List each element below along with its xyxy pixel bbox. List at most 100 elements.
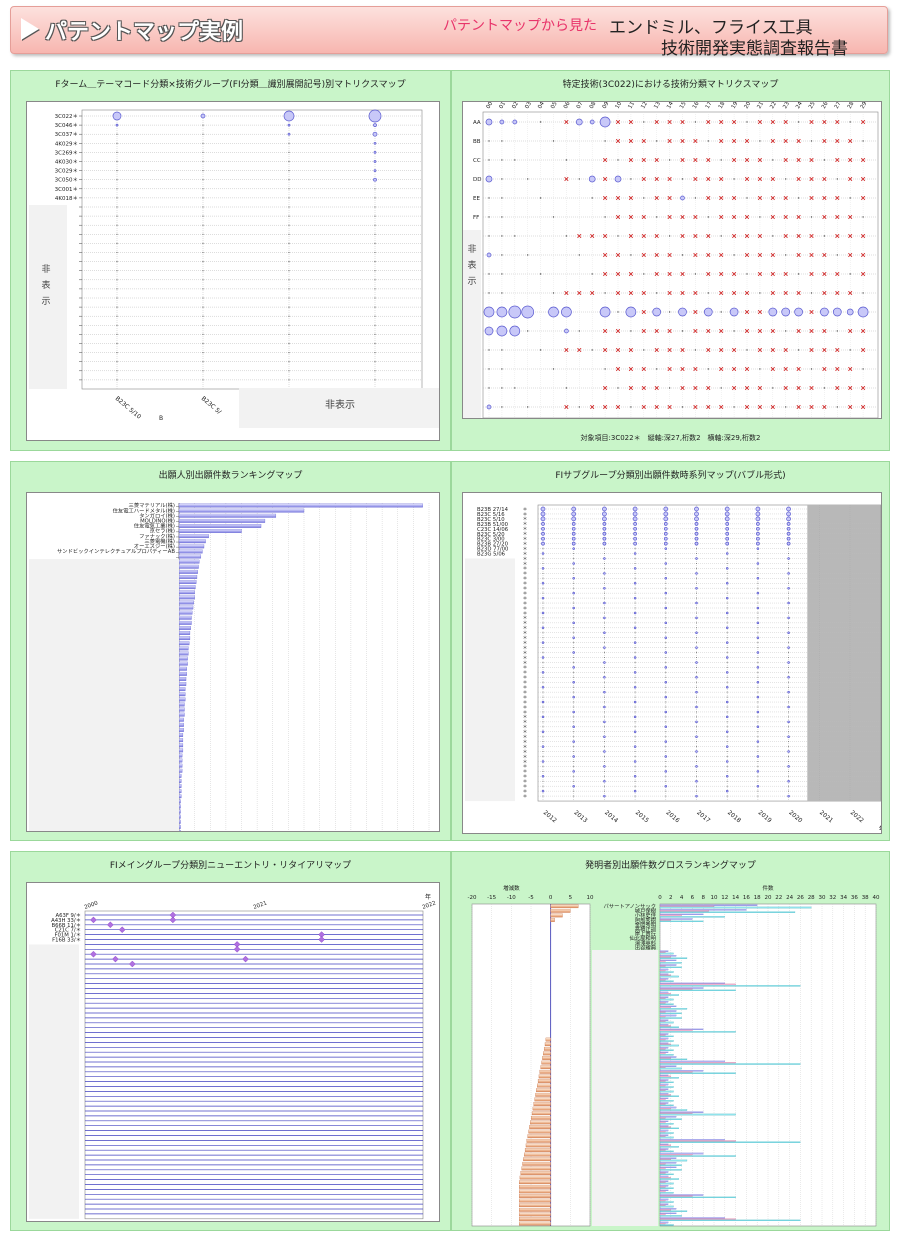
- bubble-point: [633, 541, 637, 546]
- dot-point: [374, 324, 376, 326]
- dot-point: [665, 676, 667, 678]
- hidden-y-block: [29, 944, 79, 1219]
- dot-point: [288, 361, 290, 363]
- dot-point: [788, 642, 790, 644]
- dot-point: [726, 711, 728, 713]
- dot-point: [578, 178, 580, 180]
- x-tick-label: 2014: [603, 809, 619, 824]
- bubble-point: [541, 567, 545, 570]
- cross-point: [719, 347, 724, 353]
- cross-point: [615, 271, 621, 277]
- cross-point: [590, 233, 595, 239]
- cross-point: [770, 271, 775, 277]
- dot-point: [788, 731, 790, 733]
- base-period-bar: [659, 1014, 677, 1017]
- dot-point: [696, 582, 697, 584]
- row-marker: ＊: [522, 546, 527, 552]
- new-period-bar: [659, 1089, 666, 1091]
- total-bar: [659, 957, 688, 959]
- dot-point: [202, 333, 204, 335]
- bubble-point: [756, 606, 760, 610]
- dot-point: [668, 387, 671, 389]
- bar: [178, 569, 198, 574]
- total-bar: [659, 1155, 736, 1157]
- total-bar: [659, 1136, 674, 1139]
- dot-point: [788, 756, 790, 757]
- dot-point: [634, 652, 636, 654]
- bubble-point: [695, 735, 698, 738]
- cross-point: [564, 347, 569, 353]
- row-marker: ＊: [522, 744, 527, 750]
- cross-point: [732, 119, 737, 125]
- dot-point: [788, 746, 790, 748]
- dot-point: [757, 731, 759, 733]
- x-tick-label: 2016: [665, 809, 681, 824]
- new-period-bar: [659, 1057, 671, 1059]
- dot-point: [788, 562, 790, 564]
- x-tick-label: 01: [498, 102, 507, 110]
- dot-point: [696, 726, 697, 728]
- bubble-point: [725, 715, 729, 719]
- dot-point: [668, 159, 671, 161]
- plot-area: 00 01 02 03 04 05 06 07 08 09 10 11 12 13 14 15 16 17 18 19…: [462, 101, 882, 422]
- dot-point: [849, 121, 851, 123]
- dot-point: [374, 251, 376, 254]
- bubble-point: [664, 784, 668, 788]
- base-period-bar: [659, 959, 677, 961]
- bubble-point: [724, 506, 730, 512]
- dot-point: [202, 370, 204, 372]
- right-tick-label: 24: [786, 895, 793, 901]
- dot-point: [634, 572, 636, 574]
- dot-point: [603, 577, 605, 579]
- cross-point: [667, 404, 672, 410]
- total-bar: [659, 920, 704, 923]
- dot-point: [696, 760, 697, 762]
- cross-point: [603, 176, 608, 182]
- total-bar: [659, 906, 812, 909]
- dot-point: [634, 607, 636, 609]
- dot-point: [603, 657, 605, 658]
- row-marker: ＊: [522, 700, 527, 706]
- cross-point: [744, 233, 750, 239]
- dot-point: [665, 721, 667, 723]
- cross-point: [641, 233, 646, 239]
- bubble-point: [561, 306, 572, 318]
- dot-point: [634, 577, 636, 579]
- new-period-bar: [659, 992, 671, 995]
- dot-point: [665, 795, 667, 797]
- dot-point: [542, 765, 544, 767]
- base-period-bar: [659, 1116, 677, 1118]
- dot-point: [630, 330, 632, 332]
- total-bar: [659, 1192, 674, 1194]
- bubble-point: [572, 562, 575, 565]
- bubble-point: [200, 113, 206, 119]
- dot-point: [288, 270, 290, 272]
- bubble-point: [663, 536, 668, 541]
- total-bar: [659, 1224, 674, 1226]
- bar: [178, 819, 181, 824]
- row-marker: ＊: [522, 685, 527, 691]
- new-period-bar: [659, 1218, 736, 1220]
- dot-point: [788, 548, 790, 550]
- base-period-bar: [659, 982, 725, 984]
- fterm-matrix-chart: 3C022＊3C046＊3C037＊4K029＊3C269＊4K030＊3C02…: [29, 109, 441, 428]
- bubble-point: [703, 307, 713, 317]
- y-tick-label: 三菱電機(株): [144, 537, 175, 545]
- bubble-point: [572, 666, 575, 669]
- new-period-bar: [659, 1020, 666, 1022]
- y-tick-label: BB: [473, 139, 481, 145]
- base-period-bar: [659, 987, 704, 989]
- row-marker: ＊: [522, 789, 527, 795]
- x-tick-label: 18: [718, 102, 727, 110]
- dot-point: [788, 741, 790, 743]
- bar: [178, 564, 199, 569]
- bubble-point: [695, 794, 698, 798]
- cross-point: [603, 328, 608, 334]
- cross-point: [861, 119, 866, 125]
- y-tick-label: 阿部秀樹: [635, 916, 657, 924]
- bubble-point: [663, 516, 669, 522]
- y-tick-label: 4K018＊: [55, 195, 78, 202]
- dot-point: [634, 795, 636, 797]
- bubble-point: [633, 641, 637, 644]
- new-period-bar: [659, 1149, 666, 1151]
